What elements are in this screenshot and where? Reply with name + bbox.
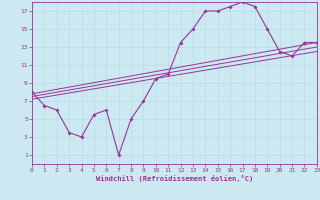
X-axis label: Windchill (Refroidissement éolien,°C): Windchill (Refroidissement éolien,°C): [96, 175, 253, 182]
